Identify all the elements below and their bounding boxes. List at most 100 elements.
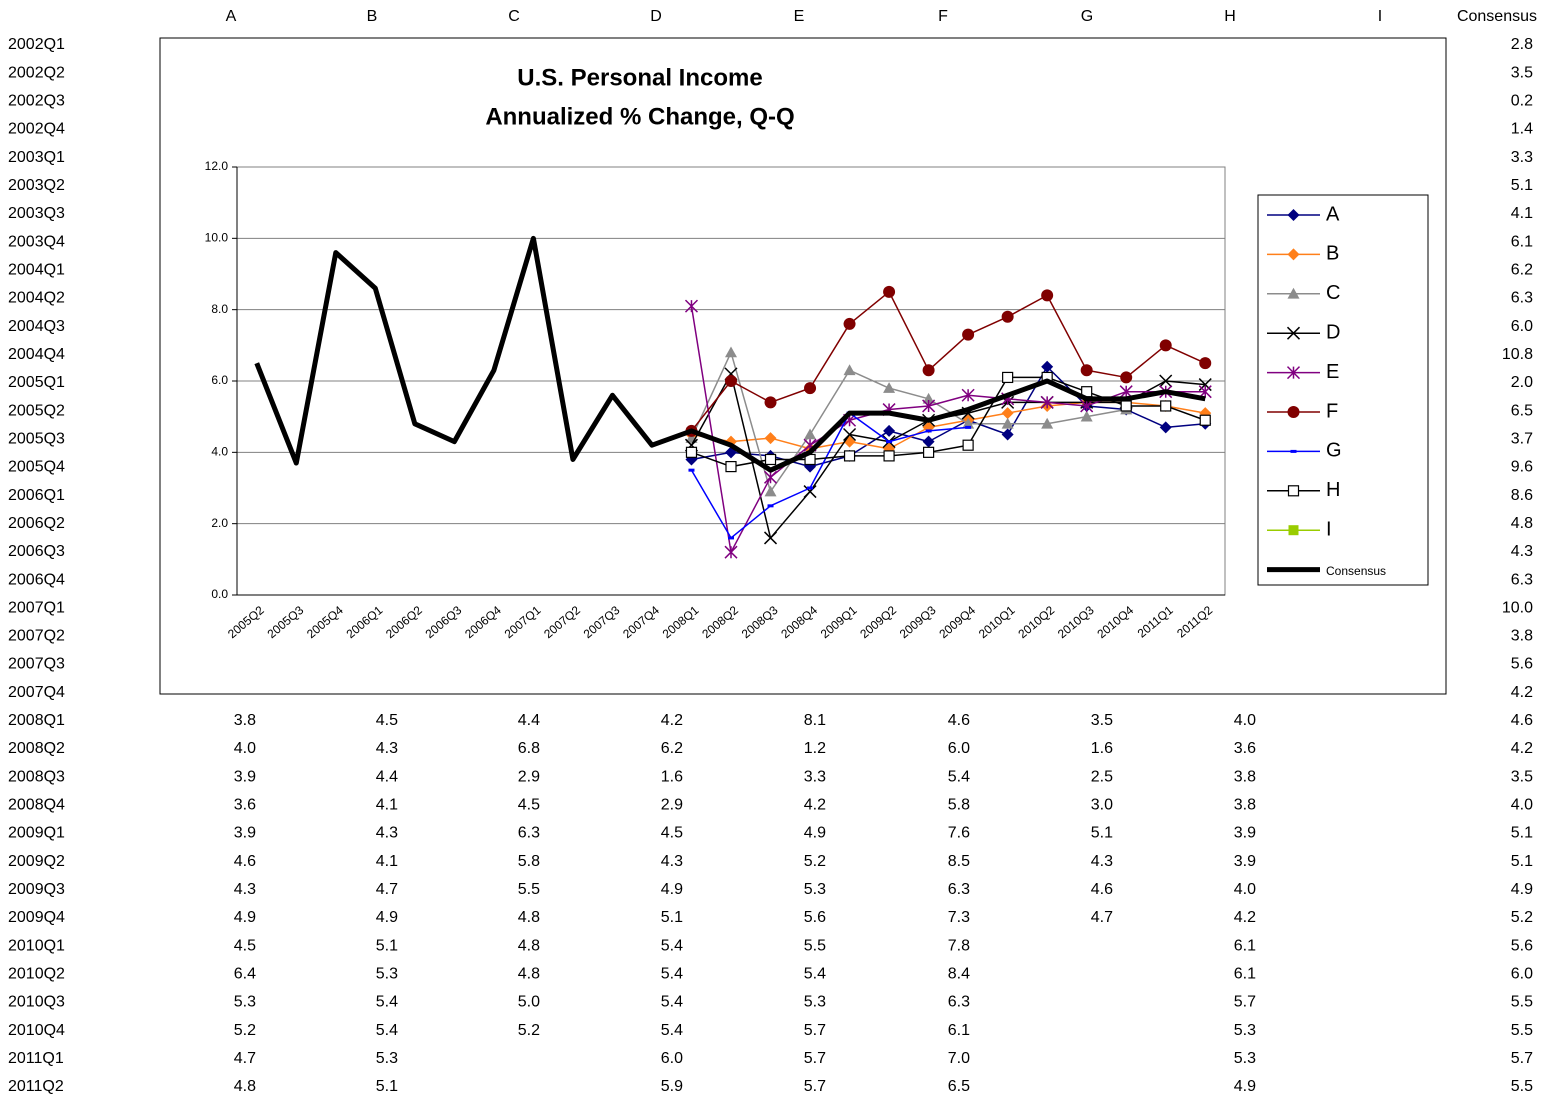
marker	[1287, 485, 1300, 497]
marker	[725, 461, 737, 473]
cell: 5.6	[1511, 656, 1533, 673]
cell: 0.2	[1511, 93, 1533, 110]
row-label: 2002Q4	[8, 121, 65, 138]
cell: 5.7	[1234, 994, 1256, 1011]
marker	[1002, 371, 1014, 384]
y-tick-label: 12.0	[205, 159, 229, 173]
marker	[922, 446, 935, 458]
cell: 6.0	[661, 1050, 683, 1067]
row-label: 2010Q2	[8, 965, 65, 982]
cell: 4.9	[234, 909, 256, 926]
cell: 5.5	[804, 937, 826, 954]
cell: 5.3	[234, 994, 256, 1011]
cell: 5.1	[1091, 825, 1113, 842]
cell: 6.3	[518, 825, 540, 842]
cell: 4.7	[234, 1050, 256, 1067]
marker	[803, 485, 817, 499]
cell: 4.9	[1234, 1078, 1256, 1095]
legend-label: B	[1326, 243, 1339, 265]
marker	[764, 432, 777, 445]
row-label: 2007Q4	[8, 684, 65, 701]
row-label: 2003Q2	[8, 177, 65, 194]
marker	[1199, 414, 1211, 426]
cell: 5.3	[1234, 1050, 1256, 1067]
cell: 4.5	[234, 937, 256, 954]
marker	[763, 531, 778, 545]
legend-label: D	[1326, 321, 1340, 343]
cell: 6.8	[518, 740, 540, 757]
cell: 4.5	[518, 797, 540, 814]
cell: 3.3	[804, 768, 826, 785]
cell: 5.7	[804, 1050, 826, 1067]
marker	[922, 364, 935, 377]
cell: 2.9	[518, 768, 540, 785]
cell: 3.0	[1091, 797, 1113, 814]
marker	[1001, 407, 1014, 420]
cell: 4.8	[518, 909, 540, 926]
cell: 5.3	[1234, 1022, 1256, 1039]
cell: 5.4	[376, 994, 398, 1011]
marker	[883, 382, 896, 393]
cell: 3.9	[234, 768, 256, 785]
row-label: 2006Q2	[8, 515, 65, 532]
cell: 4.8	[518, 937, 540, 954]
row-label: 2010Q3	[8, 994, 65, 1011]
marker	[1040, 395, 1054, 409]
cell: 6.1	[1234, 937, 1256, 954]
cell: 5.2	[804, 853, 826, 870]
cell: 5.4	[948, 768, 970, 785]
cell: 6.2	[1511, 261, 1533, 278]
marker	[1080, 410, 1093, 422]
row-label: 2008Q4	[8, 797, 65, 814]
marker	[843, 364, 856, 376]
row-label: 2002Q1	[8, 36, 65, 53]
cell: 6.3	[1511, 290, 1533, 307]
cell: 5.1	[1511, 177, 1533, 194]
cell: 3.8	[1234, 768, 1256, 785]
cell: 4.1	[376, 853, 398, 870]
column-header: G	[1081, 8, 1093, 25]
cell: 3.6	[1234, 740, 1256, 757]
cell: 4.2	[1511, 684, 1533, 701]
column-header: H	[1224, 8, 1236, 25]
column-header: D	[650, 8, 662, 25]
cell: 3.5	[1511, 768, 1533, 785]
cell: 10.8	[1502, 346, 1533, 363]
legend-label: C	[1326, 282, 1340, 304]
cell: 1.6	[661, 768, 683, 785]
series-line	[690, 291, 1206, 432]
marker	[1286, 326, 1301, 340]
marker	[1287, 248, 1300, 261]
y-tick-label: 0.0	[211, 587, 228, 601]
cell: 10.0	[1502, 599, 1533, 616]
cell: 4.7	[376, 881, 398, 898]
cell: 6.2	[661, 740, 683, 757]
row-label: 2008Q1	[8, 712, 65, 729]
cell: 2.8	[1511, 36, 1533, 53]
row-label: 2009Q1	[8, 825, 65, 842]
column-header: C	[508, 8, 520, 25]
row-label: 2006Q1	[8, 487, 65, 504]
column-header: I	[1378, 8, 1382, 25]
cell: 4.6	[948, 712, 970, 729]
cell: 5.4	[376, 1022, 398, 1039]
cell: 5.2	[518, 1022, 540, 1039]
row-label: 2011Q1	[8, 1050, 64, 1067]
y-tick-label: 6.0	[211, 373, 228, 387]
cell: 6.5	[1511, 402, 1533, 419]
cell: 5.6	[804, 909, 826, 926]
cell: 4.3	[234, 881, 256, 898]
row-label: 2005Q1	[8, 374, 65, 391]
cell: 6.3	[1511, 571, 1533, 588]
cell: 5.4	[804, 965, 826, 982]
cell: 4.2	[804, 797, 826, 814]
legend-label: H	[1326, 479, 1340, 501]
marker	[922, 392, 935, 404]
cell: 6.3	[948, 881, 970, 898]
cell: 7.8	[948, 937, 970, 954]
marker	[1080, 399, 1094, 413]
chart: U.S. Personal Income Annualized % Change,…	[159, 37, 1447, 695]
cell: 8.1	[804, 712, 826, 729]
